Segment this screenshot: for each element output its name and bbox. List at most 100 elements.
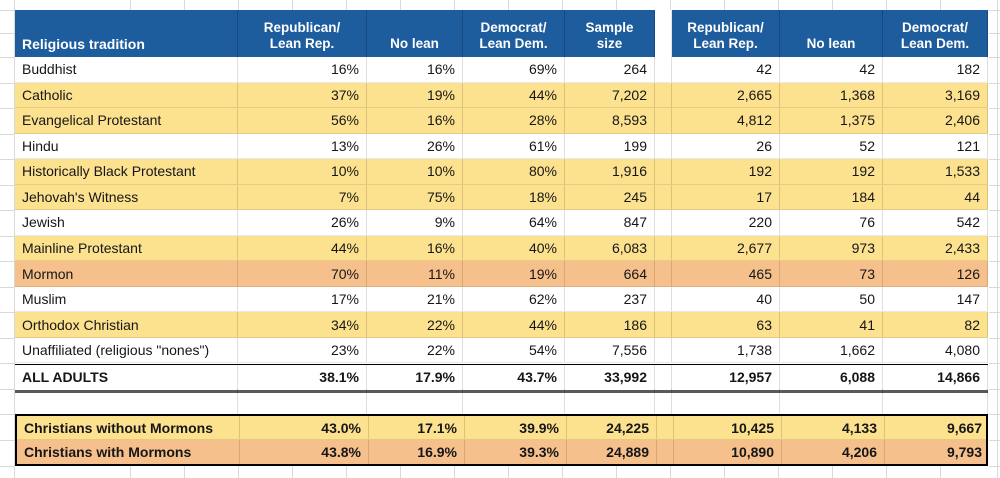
- row-label[interactable]: ALL ADULTS: [15, 364, 238, 390]
- data-cell[interactable]: 12,957: [672, 364, 780, 390]
- data-cell[interactable]: 1,368: [780, 82, 883, 108]
- data-cell[interactable]: 237: [565, 286, 655, 312]
- row-label[interactable]: Buddhist: [15, 57, 238, 82]
- column-header-sample-size[interactable]: Sample size: [565, 10, 655, 57]
- row-label[interactable]: Christians without Mormons: [17, 416, 240, 439]
- data-cell[interactable]: 2,433: [883, 235, 988, 261]
- data-cell[interactable]: 6,083: [565, 235, 655, 261]
- data-cell[interactable]: 17.1%: [369, 416, 465, 439]
- empty-cell[interactable]: [238, 389, 367, 414]
- data-cell[interactable]: 76: [780, 210, 883, 235]
- data-cell[interactable]: 44: [883, 184, 988, 210]
- data-cell[interactable]: 54%: [463, 337, 565, 363]
- column-header-no-lean-count[interactable]: No lean: [780, 10, 883, 57]
- row-label[interactable]: Muslim: [15, 286, 238, 312]
- data-cell[interactable]: 34%: [238, 312, 367, 337]
- row-label[interactable]: Mormon: [15, 261, 238, 286]
- data-cell[interactable]: 75%: [367, 184, 463, 210]
- data-cell[interactable]: 19%: [463, 261, 565, 286]
- data-cell[interactable]: 10%: [367, 159, 463, 184]
- data-cell[interactable]: 63: [672, 312, 780, 337]
- data-cell[interactable]: 61%: [463, 133, 565, 159]
- data-cell[interactable]: 24,889: [567, 440, 657, 464]
- empty-cell[interactable]: [15, 389, 238, 414]
- data-cell[interactable]: 10%: [238, 159, 367, 184]
- empty-cell[interactable]: [367, 389, 463, 414]
- data-cell[interactable]: 184: [780, 184, 883, 210]
- data-cell[interactable]: 24,225: [567, 416, 657, 439]
- data-cell[interactable]: 73: [780, 261, 883, 286]
- data-cell[interactable]: 40: [672, 286, 780, 312]
- data-cell[interactable]: 17: [672, 184, 780, 210]
- data-cell[interactable]: 2,665: [672, 82, 780, 108]
- data-cell[interactable]: 41: [780, 312, 883, 337]
- data-cell[interactable]: 126: [883, 261, 988, 286]
- data-cell[interactable]: 8,593: [565, 108, 655, 133]
- row-label[interactable]: Mainline Protestant: [15, 235, 238, 261]
- data-cell[interactable]: 10,425: [674, 416, 782, 439]
- data-cell[interactable]: 3,169: [883, 82, 988, 108]
- data-cell[interactable]: 43.8%: [240, 440, 369, 464]
- data-cell[interactable]: 43.0%: [240, 416, 369, 439]
- column-header-republican-count[interactable]: Republican/ Lean Rep.: [672, 10, 780, 57]
- row-label[interactable]: Unaffiliated (religious "nones"): [15, 337, 238, 363]
- data-cell[interactable]: 4,133: [782, 416, 885, 439]
- data-cell[interactable]: 7,556: [565, 337, 655, 363]
- data-cell[interactable]: 4,080: [883, 337, 988, 363]
- data-cell[interactable]: 14,866: [883, 364, 988, 390]
- data-cell[interactable]: 1,738: [672, 337, 780, 363]
- data-cell[interactable]: 26%: [238, 210, 367, 235]
- data-cell[interactable]: 18%: [463, 184, 565, 210]
- data-cell[interactable]: 44%: [463, 82, 565, 108]
- column-header-no-lean-pct[interactable]: No lean: [367, 10, 463, 57]
- data-cell[interactable]: 847: [565, 210, 655, 235]
- data-cell[interactable]: 199: [565, 133, 655, 159]
- row-label[interactable]: Orthodox Christian: [15, 312, 238, 337]
- data-cell[interactable]: 1,533: [883, 159, 988, 184]
- data-cell[interactable]: 465: [672, 261, 780, 286]
- data-cell[interactable]: 10,890: [674, 440, 782, 464]
- row-label[interactable]: Jehovah's Witness: [15, 184, 238, 210]
- data-cell[interactable]: 19%: [367, 82, 463, 108]
- data-cell[interactable]: 245: [565, 184, 655, 210]
- data-cell[interactable]: 16%: [367, 57, 463, 82]
- row-label[interactable]: Evangelical Protestant: [15, 108, 238, 133]
- data-cell[interactable]: 28%: [463, 108, 565, 133]
- data-cell[interactable]: 264: [565, 57, 655, 82]
- data-cell[interactable]: 16.9%: [369, 440, 465, 464]
- data-cell[interactable]: 21%: [367, 286, 463, 312]
- data-cell[interactable]: 33,992: [565, 364, 655, 390]
- column-header-republican-pct[interactable]: Republican/ Lean Rep.: [238, 10, 367, 57]
- data-cell[interactable]: 2,406: [883, 108, 988, 133]
- empty-cell[interactable]: [565, 389, 655, 414]
- data-cell[interactable]: 542: [883, 210, 988, 235]
- column-header-democrat-count[interactable]: Democrat/ Lean Dem.: [883, 10, 988, 57]
- column-header-religious-tradition[interactable]: Religious tradition: [15, 10, 238, 57]
- data-cell[interactable]: 16%: [367, 235, 463, 261]
- data-cell[interactable]: 6,088: [780, 364, 883, 390]
- data-cell[interactable]: 16%: [238, 57, 367, 82]
- data-cell[interactable]: 17.9%: [367, 364, 463, 390]
- data-cell[interactable]: 56%: [238, 108, 367, 133]
- data-cell[interactable]: 220: [672, 210, 780, 235]
- data-cell[interactable]: 82: [883, 312, 988, 337]
- row-label[interactable]: Christians with Mormons: [17, 440, 240, 464]
- empty-cell[interactable]: [655, 389, 672, 414]
- data-cell[interactable]: 40%: [463, 235, 565, 261]
- data-cell[interactable]: 80%: [463, 159, 565, 184]
- data-cell[interactable]: 37%: [238, 82, 367, 108]
- row-label[interactable]: Jewish: [15, 210, 238, 235]
- data-cell[interactable]: 7%: [238, 184, 367, 210]
- empty-cell[interactable]: [780, 389, 883, 414]
- data-cell[interactable]: 121: [883, 133, 988, 159]
- empty-cell[interactable]: [463, 389, 565, 414]
- data-cell[interactable]: 1,375: [780, 108, 883, 133]
- data-cell[interactable]: 9%: [367, 210, 463, 235]
- data-cell[interactable]: 26%: [367, 133, 463, 159]
- data-cell[interactable]: 22%: [367, 312, 463, 337]
- row-label[interactable]: Catholic: [15, 82, 238, 108]
- data-cell[interactable]: 43.7%: [463, 364, 565, 390]
- data-cell[interactable]: 42: [672, 57, 780, 82]
- data-cell[interactable]: 64%: [463, 210, 565, 235]
- data-cell[interactable]: 38.1%: [238, 364, 367, 390]
